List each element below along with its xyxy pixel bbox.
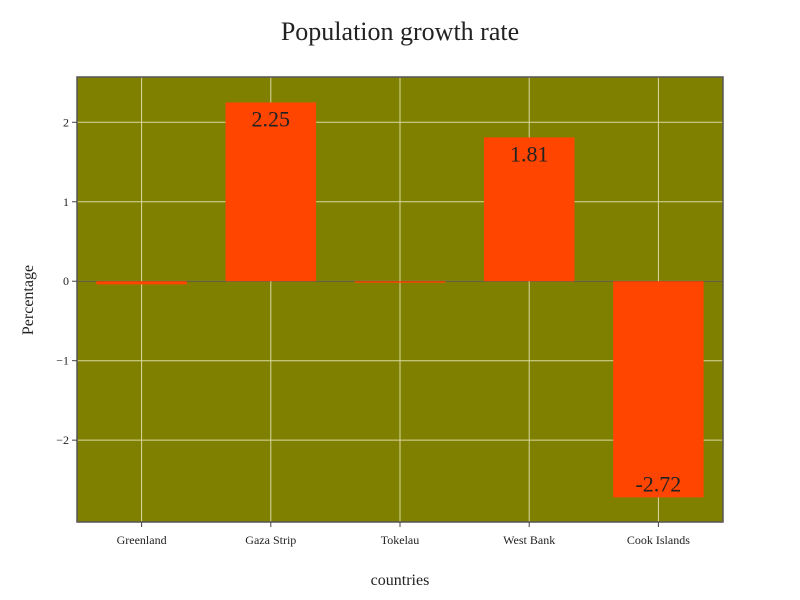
chart-title: Population growth rate [281,17,519,46]
y-tick-label: 2 [63,115,69,129]
y-tick-label: 0 [63,274,69,288]
y-tick-label: −1 [56,354,69,368]
bar [354,281,446,283]
x-tick-label: Gaza Strip [245,533,296,547]
bar [483,137,575,282]
y-axis-ticks: −2 −1 0 1 2 [56,115,77,447]
data-labels: 2.25 1.81 -2.72 [252,106,682,496]
bar [613,281,704,498]
x-axis-ticks: Greenland Gaza Strip Tokelau West Bank Cook … [117,522,690,547]
x-axis-label: countries [371,572,430,589]
y-tick-label: −2 [56,433,69,447]
bar-value-label: -2.72 [635,471,681,496]
bar-value-label: 1.81 [510,141,549,166]
x-tick-label: Cook Islands [627,533,690,547]
x-tick-label: Tokelau [381,533,419,547]
bar-value-label: 2.25 [252,106,291,131]
bars [96,102,704,498]
bar [96,281,187,285]
x-tick-label: Greenland [117,533,167,547]
bar [225,102,317,282]
x-tick-label: West Bank [503,533,555,547]
y-tick-label: 1 [63,195,69,209]
y-axis-label: Percentage [20,265,37,335]
